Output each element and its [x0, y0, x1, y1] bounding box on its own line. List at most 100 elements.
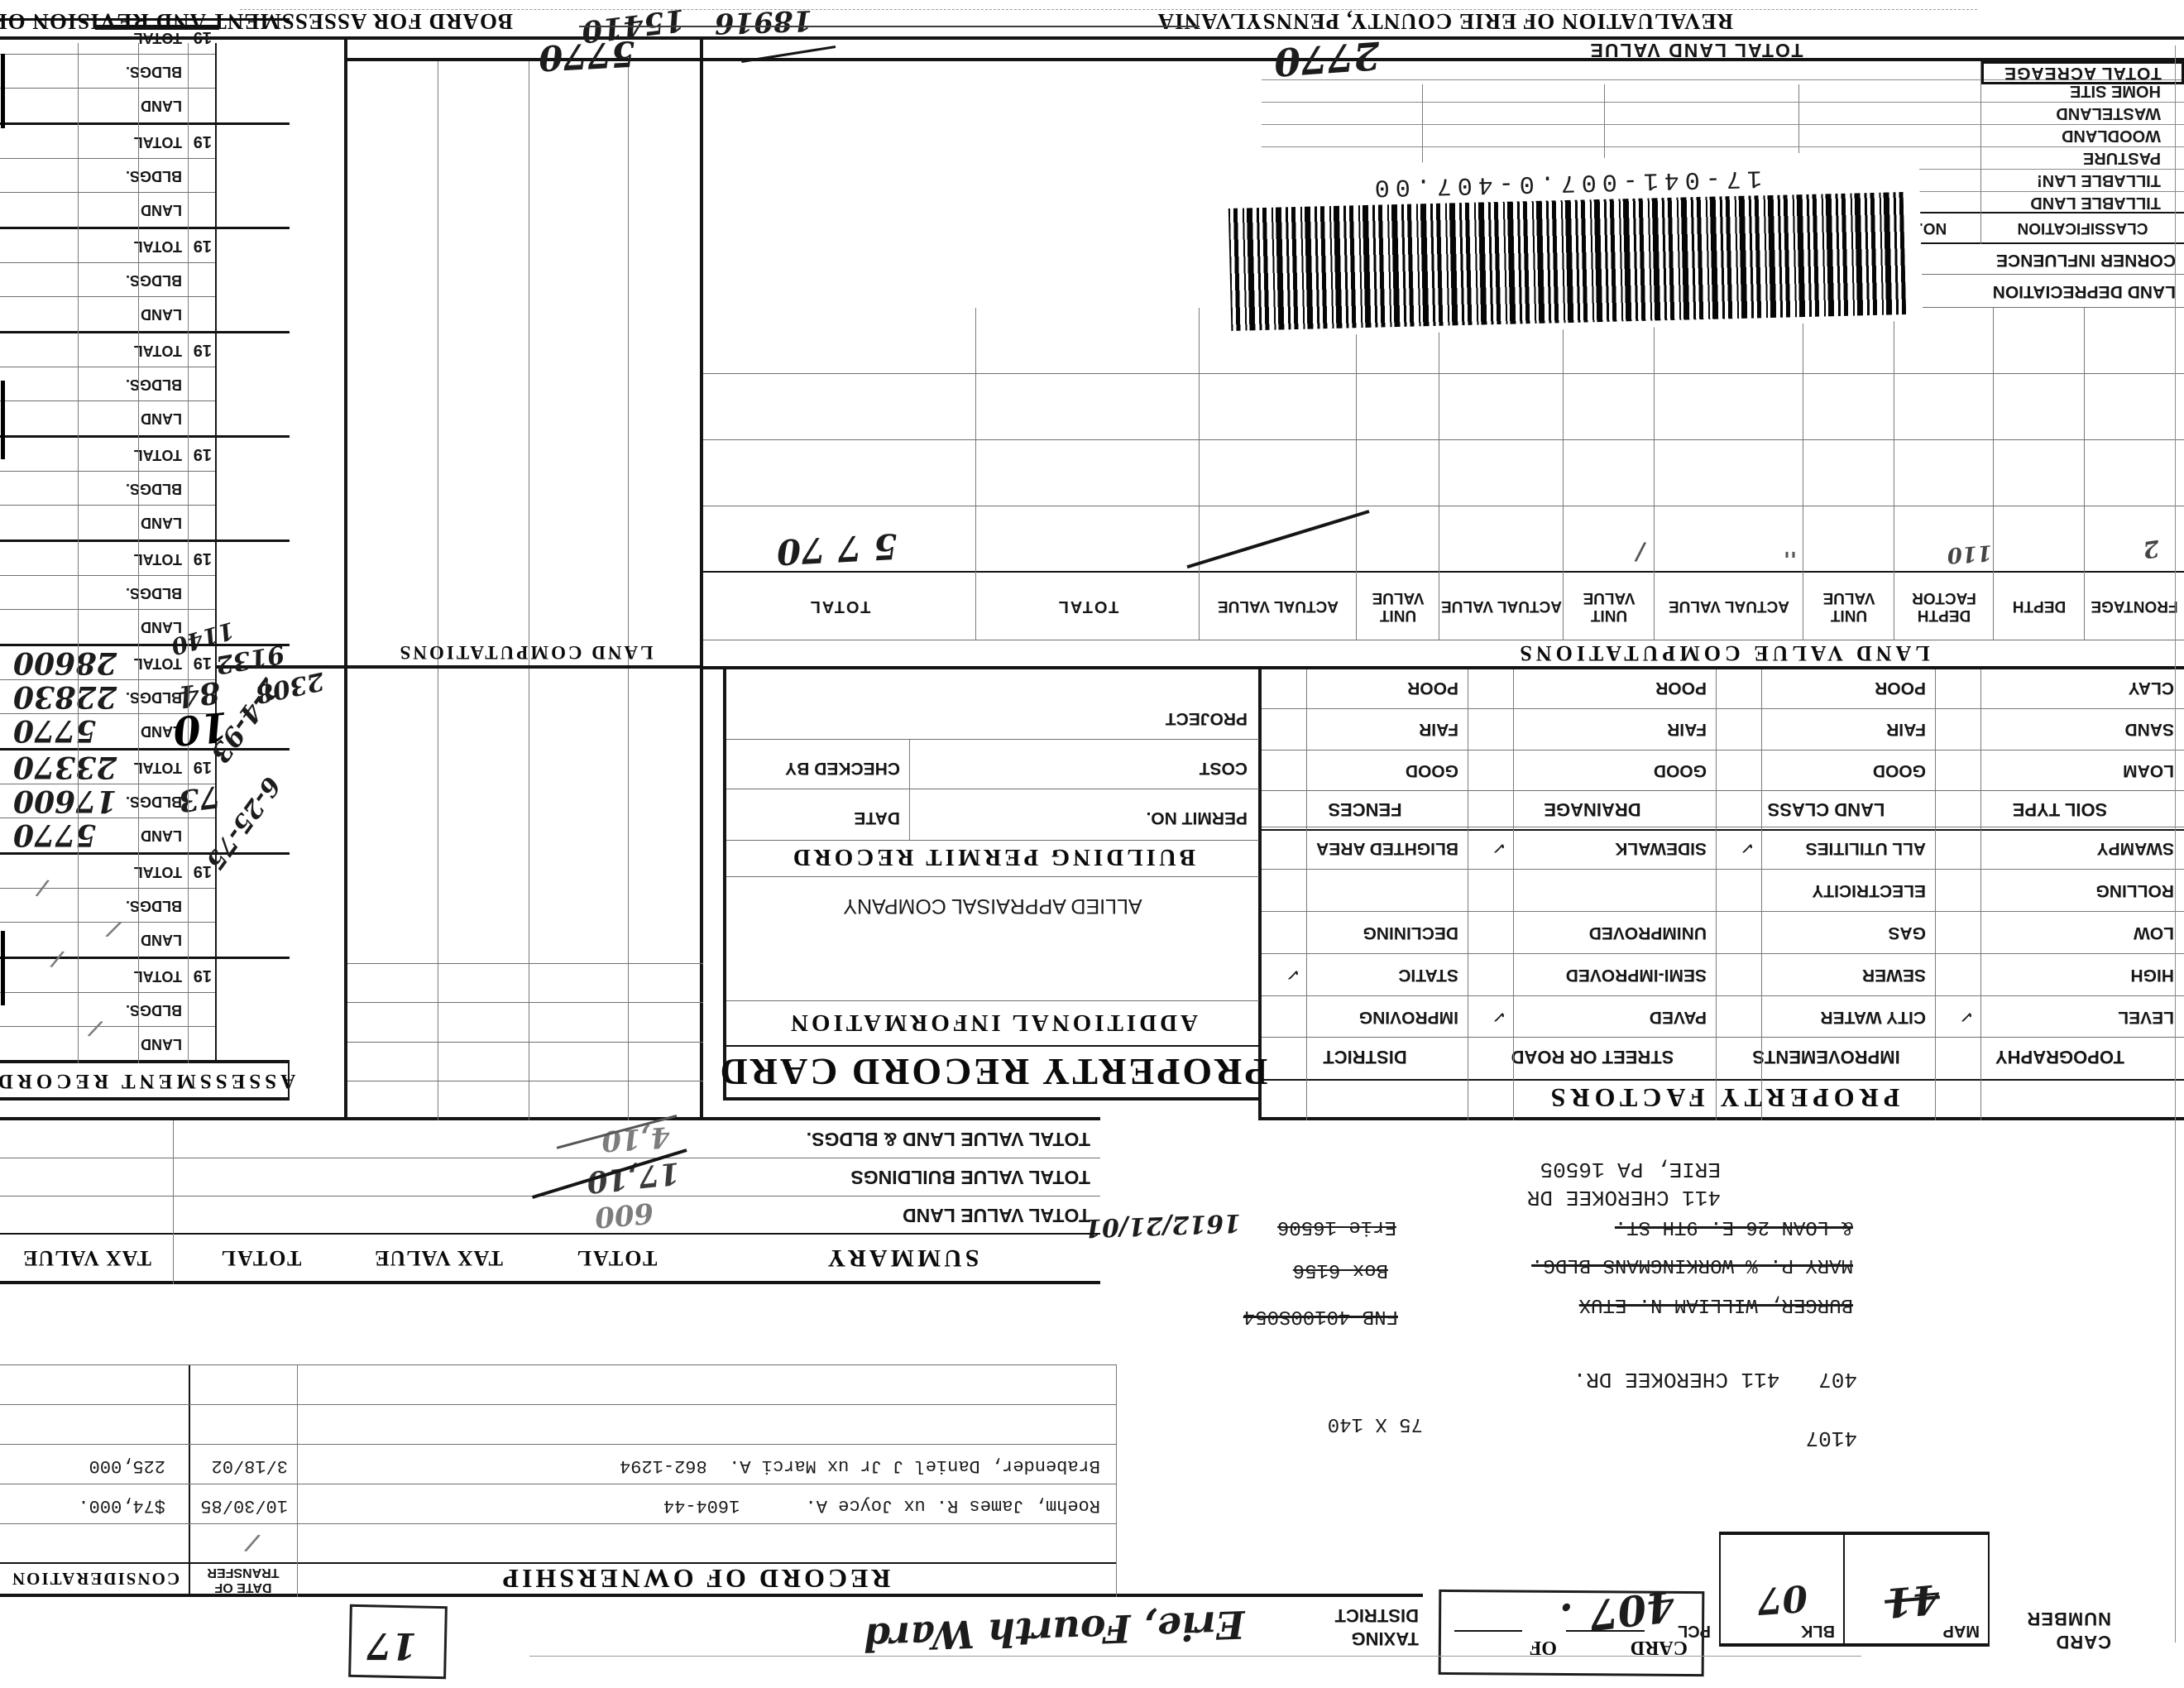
divider [1356, 308, 1357, 640]
owner-struck-line3: & LOAN 26 E. 9TH ST. [1614, 1216, 1853, 1238]
factor-label: HIGH [2130, 966, 2175, 985]
divider [297, 1365, 298, 1597]
divider [1654, 308, 1655, 640]
property-factors-row: HIGH ✓ SEWER ✓ SEMI-IMPROVED ✓ STATIC ✓ [1262, 953, 2184, 995]
consideration-header: CONSIDERATION [10, 1569, 180, 1590]
unit-value-header: UNIT VALUE [1822, 589, 1875, 624]
bldgs-row-label: BLDGS. [125, 794, 182, 810]
year-prefix: 19 [193, 341, 212, 359]
land-row-label: LAND [141, 827, 182, 844]
property-factors-row: LEVEL ✓ CITY WATER ✓ PAVED ✓ IMPROVING ✓ [1262, 995, 2184, 1038]
date-of-transfer-header: DATE OF TRANSFER [207, 1566, 280, 1594]
bldgs-row-label: BLDGS. [125, 64, 182, 80]
scan-artifact [95, 25, 219, 30]
factor-label: ELECTRICITY [1812, 881, 1926, 900]
check-mark-icon: ✓ [1490, 837, 1508, 860]
divider [2084, 308, 2085, 640]
divider [0, 471, 217, 472]
divider [347, 1002, 703, 1003]
divider [0, 1444, 1117, 1445]
bldgs-row-label: BLDGS. [125, 481, 182, 497]
divider [0, 296, 217, 297]
divider [726, 840, 1259, 841]
divider [1716, 669, 1717, 1120]
divider [1262, 1079, 2184, 1081]
divider [217, 665, 703, 669]
soil-row: LOAM GOOD GOOD GOOD [1262, 750, 2184, 791]
land-total-handwritten: 5 7 70 [775, 525, 899, 573]
actual-value-header: ACTUAL VALUE [1440, 597, 1563, 616]
divider [0, 1097, 290, 1101]
divider [1935, 669, 1936, 1120]
total-value-handwritten: 28600 [13, 645, 117, 680]
blk-label: BLK [1800, 1622, 1835, 1640]
assessment-record-title: ASSESSMENT RECORD [0, 1070, 296, 1092]
total-row-label: TOTAL [133, 134, 182, 151]
divider [724, 1097, 1262, 1101]
city-zip-struck: Erie 16506 [1276, 1216, 1396, 1238]
scan-artifact [240, 9, 1977, 10]
factor-label: LOW [2134, 923, 2174, 942]
depth-factor-header: DEPTH FACTOR [1912, 589, 1976, 624]
soil-type-header: SOIL TYPE [2012, 799, 2108, 820]
ownership-date-1: 10/30/85 [200, 1495, 288, 1516]
building-permit-record-title: BUILDING PERMIT RECORD [789, 844, 1196, 871]
map-value-handwritten: 41 [1882, 1575, 1942, 1626]
factor-label: PAVED [1649, 1008, 1707, 1027]
divider [909, 740, 910, 841]
divider [1513, 669, 1514, 1120]
soil-rows: LOAM GOOD GOOD GOOD SAND FAIR FAIR FAIR … [1262, 667, 2184, 791]
year-prefix: 19 [193, 445, 212, 463]
divider [0, 1026, 217, 1027]
year-prefix: 19 [193, 966, 212, 985]
soil-label: POOR [1875, 679, 1926, 698]
taxing-district-label: TAXING DISTRICT [1334, 1605, 1419, 1649]
land-row-label: LAND [141, 306, 182, 323]
year-prefix: 19 [193, 132, 212, 151]
assessment-year-group: 19 LAND BLDGS. TOTAL [0, 435, 290, 539]
land-value-computations-title: LAND VALUE COMPUTATIONS [1516, 641, 1930, 665]
ownership-consideration-2: 225,000 [89, 1455, 165, 1476]
topography-header: TOPOGRAPHY [1995, 1047, 2125, 1067]
additional-information-title: ADDITIONAL INFORMATION [788, 1009, 1198, 1037]
ownership-name-1: Roehm, James R. ux Joyce A. 1604-44 [663, 1495, 1100, 1516]
assessment-year-group: 19 LAND BLDGS. TOTAL [0, 227, 290, 331]
divider [1721, 1532, 1990, 1535]
land-row-label: LAND [141, 202, 182, 218]
po-box-struck: Box 6156 [1292, 1259, 1388, 1281]
checked-by-label: CHECKED BY [785, 759, 900, 778]
classification-label: WASTELAND [2056, 104, 2161, 122]
year-prefix: 19 [193, 549, 212, 568]
divider [173, 1120, 174, 1284]
factor-label: SIDEWALK [1615, 839, 1707, 858]
bldgs-row-label: BLDGS. [125, 1002, 182, 1019]
summary-taxvalue-header: TAX VALUE [374, 1246, 503, 1270]
divider [0, 888, 217, 889]
divider [0, 158, 217, 159]
divider [0, 1523, 1117, 1524]
summary-total-header: TOTAL [575, 1246, 658, 1270]
summary-row-landbldgs-label: TOTAL VALUE LAND & BLDGS. [806, 1129, 1090, 1150]
soil-row: SAND FAIR FAIR FAIR [1262, 708, 2184, 750]
land-row-label: LAND [141, 932, 182, 948]
soil-label: POOR [1407, 679, 1458, 698]
card-of-of-label: OF [1529, 1637, 1557, 1658]
assessment-year-group: 19 LAND BLDGS. TOTAL [0, 852, 290, 957]
factor-label: SWAMPY [2096, 839, 2174, 858]
owner-struck-line1: BURGER, WILLIAM N. ETUX [1578, 1293, 1853, 1316]
factor-label: GAS [1888, 923, 1926, 942]
ownership-title: RECORD OF OWNERSHIP [499, 1564, 891, 1594]
divider [0, 992, 217, 993]
permit-date-label: DATE [854, 808, 900, 827]
divider [703, 571, 2184, 573]
card-number-label: CARD NUMBER [2026, 1609, 2111, 1652]
scan-artifact [1, 931, 5, 1005]
unit-value-header: UNIT VALUE [1583, 589, 1636, 624]
corner-influence-label: CORNER INFLUENCE [1995, 251, 2176, 270]
lot-size-typed: 75 X 140 [1327, 1412, 1423, 1435]
classification-label: HOME SITE [2069, 82, 2161, 100]
ownership-faint-mark: / [244, 1529, 260, 1558]
classification-label: PASTURE [2082, 149, 2161, 167]
divider [726, 739, 1259, 740]
